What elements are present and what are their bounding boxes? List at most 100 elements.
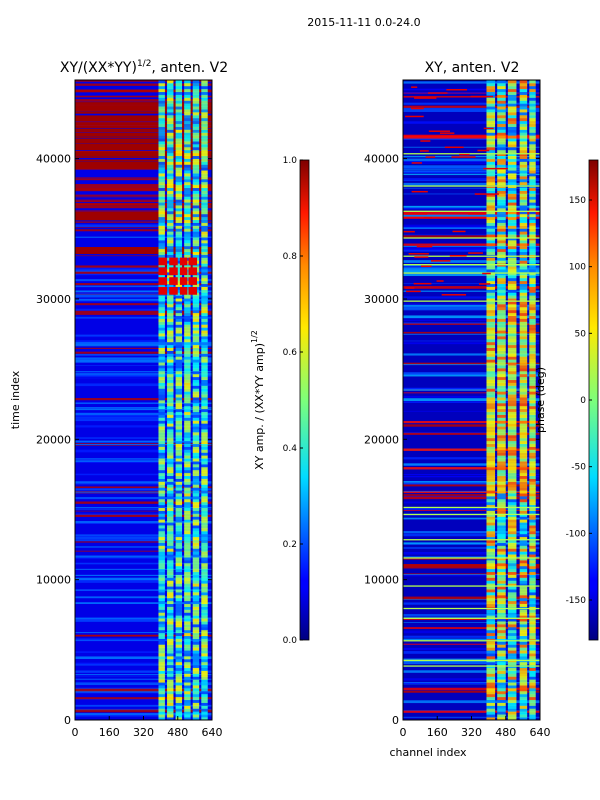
signal-cell — [519, 653, 528, 657]
signal-cell — [158, 426, 165, 430]
signal-cell — [175, 432, 183, 436]
bright-row — [403, 506, 540, 509]
heatmap-row — [75, 104, 212, 106]
signal-cell — [497, 455, 506, 459]
signal-cell — [497, 312, 506, 317]
signal-cell — [184, 347, 191, 351]
signal-cell — [519, 146, 528, 151]
phase-speckle — [428, 92, 448, 94]
signal-cell — [167, 693, 174, 698]
signal-cell — [184, 600, 191, 605]
signal-cell — [497, 705, 506, 709]
signal-cell — [167, 641, 174, 645]
signal-cell — [507, 394, 517, 398]
heatmap-row — [403, 575, 540, 577]
signal-cell — [201, 120, 208, 125]
signal-cell — [529, 653, 536, 657]
signal-cell — [192, 82, 200, 87]
signal-cell — [175, 629, 183, 634]
signal-cell — [486, 472, 496, 477]
signal-cell — [158, 653, 165, 657]
signal-cell — [201, 705, 208, 709]
signal-cell — [192, 353, 200, 357]
heatmap-row — [403, 266, 540, 268]
signal-cell — [486, 338, 496, 343]
signal-cell — [167, 283, 174, 287]
signal-cell — [167, 402, 174, 407]
signal-cell — [201, 464, 208, 468]
signal-cell — [507, 202, 517, 206]
signal-cell — [507, 656, 517, 660]
signal-cell — [175, 638, 183, 642]
signal-cell — [486, 702, 496, 706]
signal-cell — [201, 452, 208, 456]
heatmap-row — [403, 507, 540, 510]
signal-cell — [497, 344, 506, 349]
signal-cell — [192, 173, 200, 177]
signal-cell — [507, 705, 517, 709]
signal-cell — [497, 580, 506, 584]
signal-cell — [507, 94, 517, 98]
right-x-axis: 0 160 320 480 640 — [400, 716, 551, 739]
heatmap-row — [75, 310, 212, 313]
signal-cell — [497, 539, 506, 543]
signal-cell — [529, 624, 536, 628]
heatmap-row — [403, 483, 540, 486]
signal-cell — [158, 362, 165, 366]
signal-cell — [201, 301, 208, 305]
signal-cell — [175, 592, 183, 596]
signal-cell — [486, 589, 496, 593]
signal-cell — [192, 298, 200, 302]
heatmap-row — [75, 589, 212, 592]
signal-cell — [497, 478, 506, 482]
signal-cell — [519, 353, 528, 357]
signal-cell — [497, 688, 506, 692]
heatmap-row — [75, 303, 212, 306]
saturated-line — [75, 167, 212, 169]
signal-cell — [201, 225, 208, 229]
heatmap-row — [403, 481, 540, 483]
signal-cell — [529, 106, 536, 110]
colorbar-tick-label: -100 — [566, 529, 587, 539]
signal-cell — [529, 717, 536, 721]
signal-cell — [184, 254, 191, 258]
signal-cell — [158, 391, 165, 395]
signal-cell — [158, 490, 165, 494]
signal-cell — [507, 135, 517, 139]
signal-cell — [486, 583, 496, 587]
signal-cell — [507, 542, 517, 546]
signal-cell — [192, 690, 200, 695]
heatmap-row — [403, 270, 540, 273]
signal-cell — [507, 594, 517, 599]
signal-cell — [201, 519, 208, 523]
signal-cell — [529, 545, 536, 549]
signal-cell — [175, 304, 183, 308]
signal-cell — [167, 539, 174, 543]
signal-cell — [529, 338, 536, 343]
signal-cell — [175, 388, 183, 392]
saturated-line — [75, 105, 212, 107]
signal-cell — [507, 289, 517, 293]
signal-cell — [201, 449, 208, 453]
heatmap-row — [403, 463, 540, 466]
signal-cell — [497, 423, 506, 427]
signal-cell — [167, 682, 174, 686]
signal-cell — [158, 688, 165, 692]
signal-cell — [519, 539, 528, 543]
signal-cell — [167, 464, 174, 468]
signal-cell — [158, 385, 165, 389]
signal-cell — [519, 475, 528, 479]
signal-cell — [529, 266, 536, 270]
signal-cell — [529, 560, 536, 564]
signal-cell — [486, 423, 496, 427]
signal-cell — [201, 609, 208, 613]
signal-cell — [158, 167, 165, 171]
signal-cell — [175, 525, 183, 529]
signal-cell — [158, 594, 165, 599]
signal-cell — [497, 417, 506, 421]
signal-cell — [167, 327, 174, 331]
signal-cell — [175, 606, 183, 610]
heatmap-row — [403, 170, 540, 173]
heatmap-row — [403, 105, 540, 108]
signal-cell — [167, 667, 174, 671]
